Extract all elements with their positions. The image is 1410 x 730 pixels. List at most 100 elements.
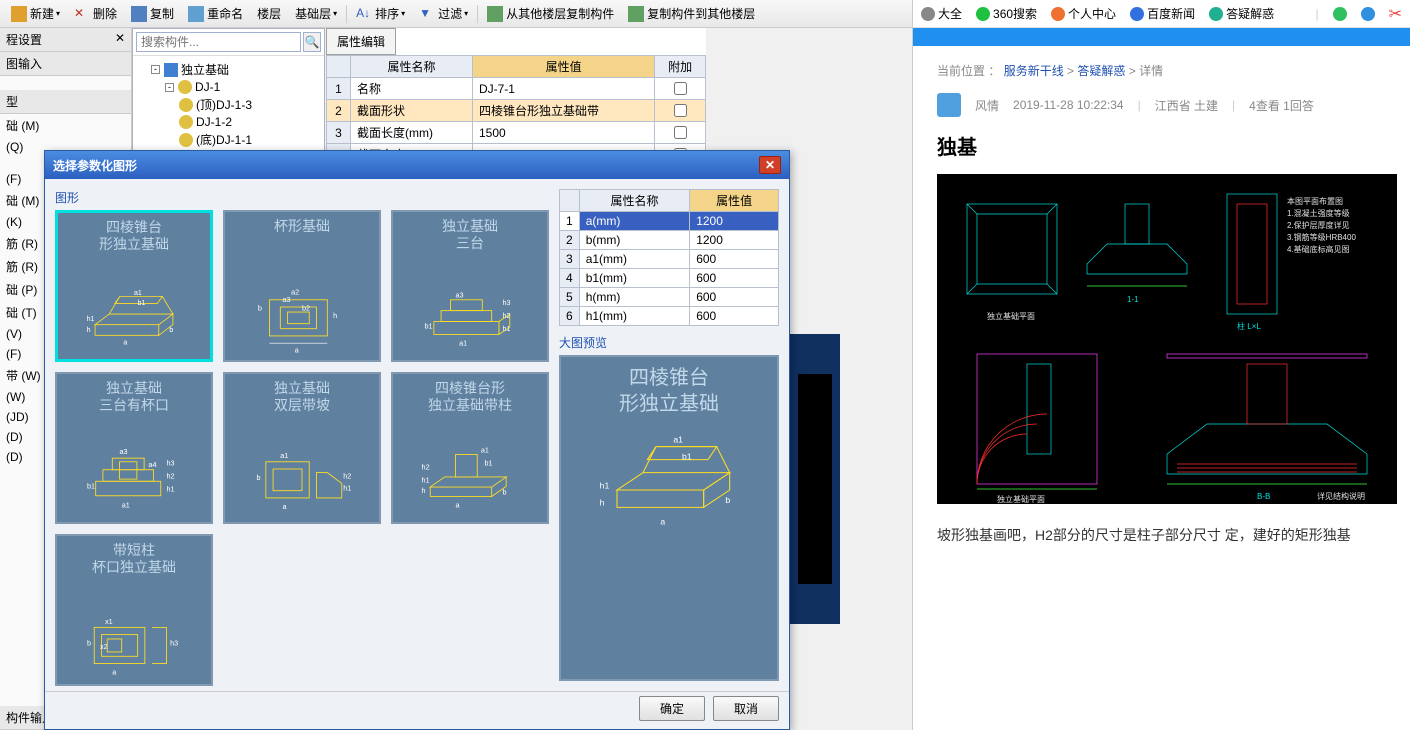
browser-quicklink[interactable]: 百度新闻: [1130, 5, 1195, 22]
prop-row[interactable]: 3截面长度(mm)1500: [327, 122, 706, 144]
circle-icon[interactable]: [1361, 7, 1375, 21]
svg-text:3.钢筋等级HRB400: 3.钢筋等级HRB400: [1287, 232, 1356, 242]
shape-option[interactable]: 杯形基础abha2a3b2: [223, 210, 381, 362]
svg-text:a1: a1: [122, 500, 130, 509]
svg-text:1.混凝土强度等级: 1.混凝土强度等级: [1287, 208, 1350, 218]
username[interactable]: 风情: [975, 97, 999, 114]
delete-button[interactable]: ✕删除: [68, 3, 123, 24]
param-row[interactable]: 6h1(mm)600: [560, 307, 779, 326]
svg-text:h1: h1: [422, 476, 430, 485]
post-body-text: 坡形独基画吧，H2部分的尺寸是柱子部分尺寸 定，建好的矩形独基: [937, 524, 1386, 546]
browser-quicklink[interactable]: 360搜索: [976, 5, 1037, 22]
svg-text:h1: h1: [600, 480, 610, 490]
svg-text:a1: a1: [459, 338, 467, 347]
svg-text:h1: h1: [343, 484, 351, 493]
svg-text:h: h: [333, 311, 337, 320]
tree-leaf[interactable]: DJ-1-2: [137, 114, 320, 130]
shape-option[interactable]: 带短柱杯口独立基础abx1x2h3: [55, 534, 213, 686]
shape-option[interactable]: 四棱锥台形独立基础abhh1a1b1: [55, 210, 213, 362]
dialog-title: 选择参数化图形: [53, 157, 137, 174]
svg-text:a1: a1: [134, 290, 142, 297]
svg-text:4.基础底标高见图: 4.基础底标高见图: [1287, 244, 1350, 254]
breadcrumb: 当前位置 ： 服务新干线 > 答疑解惑 > 详情: [913, 46, 1410, 89]
svg-text:b: b: [256, 473, 260, 482]
prop-row[interactable]: 1名称DJ-7-1: [327, 78, 706, 100]
svg-text:2.保护层厚度详见: 2.保护层厚度详见: [1287, 220, 1350, 230]
param-row[interactable]: 2b(mm)1200: [560, 231, 779, 250]
tree-leaf[interactable]: (底)DJ-1-1: [137, 130, 320, 149]
close-icon[interactable]: ✕: [759, 156, 781, 174]
cancel-button[interactable]: 取消: [713, 696, 779, 721]
ok-button[interactable]: 确定: [639, 696, 705, 721]
prop-tab[interactable]: 属性编辑: [326, 28, 396, 55]
svg-text:a3: a3: [282, 295, 290, 304]
preview-box: 四棱锥台形独立基础 a b a1 b1 h h1: [559, 355, 779, 681]
svg-text:独立基础平面: 独立基础平面: [997, 494, 1045, 504]
param-row[interactable]: 3a1(mm)600: [560, 250, 779, 269]
baselayer-select[interactable]: 基础层▾: [289, 3, 343, 24]
rename-button[interactable]: 重命名: [182, 3, 249, 24]
sort-button[interactable]: A↓排序▾: [350, 3, 411, 24]
svg-text:b: b: [87, 638, 91, 647]
shape-section-label: 图形: [55, 189, 549, 206]
bread-link[interactable]: 服务新干线: [1004, 64, 1064, 78]
filter-button[interactable]: ▼过滤▾: [413, 3, 474, 24]
param-row[interactable]: 4b1(mm)600: [560, 269, 779, 288]
svg-text:h: h: [600, 498, 605, 508]
shape-option[interactable]: 独立基础三台有杯口a1b1a3a4h3h2h1: [55, 372, 213, 524]
shape-option[interactable]: 四棱锥台形独立基础带柱abhh1h2a1b1: [391, 372, 549, 524]
svg-text:h3: h3: [167, 458, 175, 467]
copy-button[interactable]: 复制: [125, 3, 180, 24]
post-location: 江西省 土建: [1155, 97, 1218, 114]
new-button[interactable]: 新建▾: [5, 3, 66, 24]
shape-option[interactable]: 独立基础双层带坡aba1h1h2: [223, 372, 381, 524]
svg-text:a1: a1: [481, 445, 489, 454]
svg-text:x1: x1: [105, 617, 113, 626]
svg-text:h1: h1: [503, 324, 511, 333]
svg-text:柱 L×L: 柱 L×L: [1237, 321, 1261, 331]
browser-quicklink[interactable]: 答疑解惑: [1209, 5, 1274, 22]
left-tab-input[interactable]: 图输入: [0, 52, 131, 76]
param-table: 属性名称属性值 1a(mm)12002b(mm)12003a1(mm)6004b…: [559, 189, 779, 326]
svg-text:h3: h3: [503, 298, 511, 307]
svg-text:b: b: [169, 327, 173, 334]
svg-text:详见结构说明: 详见结构说明: [1317, 491, 1365, 501]
post-stats: 4查看 1回答: [1249, 97, 1314, 114]
tree-node[interactable]: -DJ-1: [137, 79, 320, 95]
param-row[interactable]: 1a(mm)1200: [560, 212, 779, 231]
type-header: 型: [0, 90, 131, 114]
browser-quicklink[interactable]: 大全: [921, 5, 962, 22]
svg-text:b1: b1: [424, 322, 432, 331]
floor-button[interactable]: 楼层: [251, 3, 287, 24]
circle-icon[interactable]: [1333, 7, 1347, 21]
svg-text:a3: a3: [456, 291, 464, 300]
prop-row[interactable]: 2截面形状四棱锥台形独立基础带: [327, 100, 706, 122]
svg-text:b1: b1: [682, 452, 692, 462]
shape-option[interactable]: 独立基础三台a1b1a3h3h2h1: [391, 210, 549, 362]
svg-text:a: a: [112, 667, 117, 676]
svg-text:h1: h1: [87, 316, 95, 323]
tree-leaf[interactable]: (顶)DJ-1-3: [137, 95, 320, 114]
copy-from-button[interactable]: 从其他楼层复制构件: [481, 3, 620, 24]
bread-link[interactable]: 答疑解惑: [1077, 64, 1125, 78]
scissors-icon[interactable]: ✂: [1389, 4, 1402, 24]
search-input[interactable]: [136, 32, 301, 52]
param-row[interactable]: 5h(mm)600: [560, 288, 779, 307]
copy-to-button[interactable]: 复制构件到其他楼层: [622, 3, 761, 24]
site-header-bar: [913, 28, 1410, 46]
search-button[interactable]: 🔍: [303, 32, 321, 52]
dialog-titlebar[interactable]: 选择参数化图形 ✕: [45, 151, 789, 179]
browser-pane: 大全360搜索个人中心百度新闻答疑解惑 | ✂ 当前位置 ： 服务新干线 > 答…: [912, 0, 1410, 730]
preview-label: 大图预览: [559, 334, 779, 351]
browser-quicklink[interactable]: 个人中心: [1051, 5, 1116, 22]
svg-text:b: b: [258, 304, 262, 313]
svg-text:B-B: B-B: [1257, 492, 1270, 501]
svg-text:h: h: [87, 327, 91, 334]
tree-root[interactable]: -独立基础: [137, 60, 320, 79]
left-item[interactable]: 础 (M): [0, 114, 131, 137]
svg-text:b1: b1: [87, 482, 95, 491]
svg-text:a: a: [123, 340, 127, 347]
svg-text:a: a: [660, 517, 665, 527]
left-tab-settings[interactable]: 程设置✕: [0, 28, 131, 52]
cad-drawing-image: 独立基础平面 1-1 柱 L×L 本图平面布置图 1.混凝土强度等级 2.保护层…: [937, 174, 1397, 504]
